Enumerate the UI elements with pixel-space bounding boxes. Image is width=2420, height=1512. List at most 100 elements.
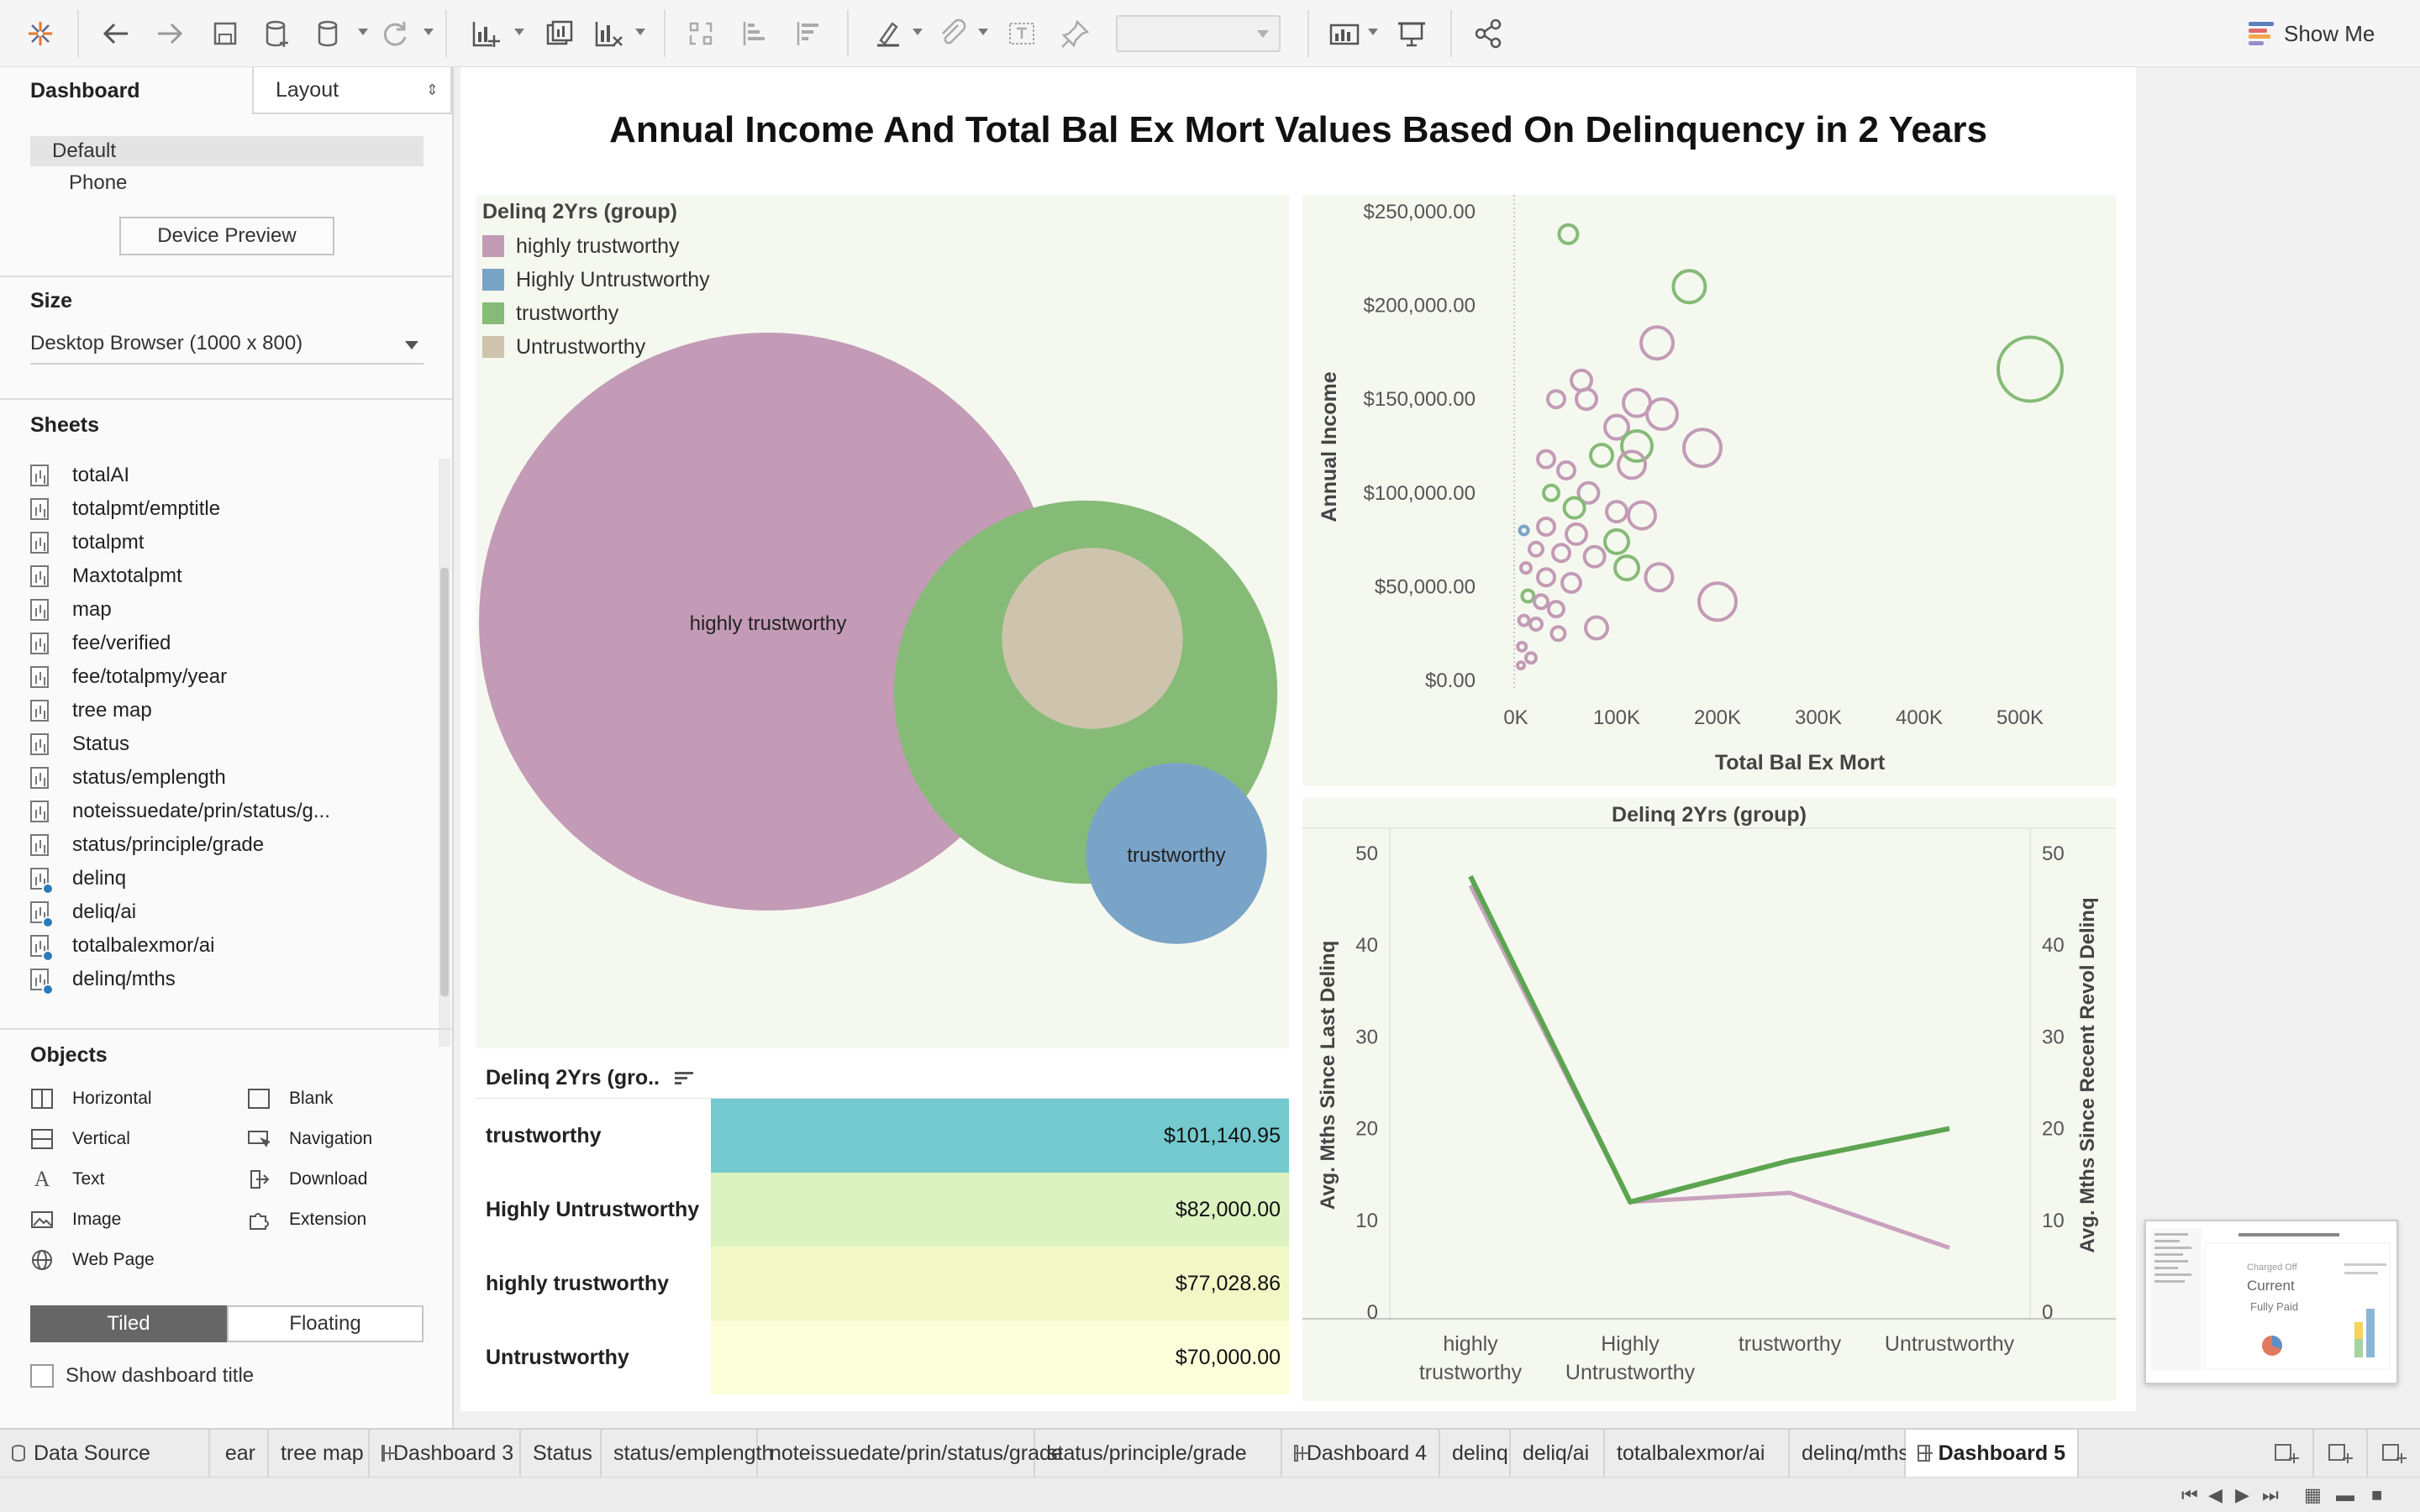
device-default[interactable]: Default — [30, 136, 424, 166]
scatter-point[interactable] — [1533, 593, 1549, 611]
scatter-point[interactable] — [1557, 223, 1580, 245]
scatter-point[interactable] — [1605, 500, 1628, 524]
highlight-table-pane[interactable]: Delinq 2Yrs (gro.. trustworthy $101,140.9… — [476, 1058, 1289, 1401]
sheet-item-map[interactable]: map — [30, 593, 434, 627]
bubble-chart-pane[interactable]: highly trustworthy trustworthy Delinq 2Yr… — [476, 195, 1289, 1048]
scatter-point[interactable] — [1613, 554, 1640, 582]
sheet-item-tree-map[interactable]: tree map — [30, 694, 434, 727]
scatter-point[interactable] — [1516, 640, 1528, 653]
sheet-list-scrollbar[interactable] — [439, 459, 450, 1047]
undo-icon[interactable] — [97, 13, 134, 54]
object-vertical[interactable]: Vertical — [30, 1124, 130, 1154]
sheet-item-totalbalexmor-ai[interactable]: totalbalexmor/ai — [30, 929, 434, 963]
scatter-point[interactable] — [1562, 496, 1586, 520]
scatter-point[interactable] — [1547, 600, 1565, 619]
sort-icon[interactable] — [674, 1071, 693, 1085]
scatter-point[interactable] — [1517, 613, 1531, 627]
size-select[interactable]: Desktop Browser (1000 x 800) — [30, 326, 424, 365]
sheet-tab-data-source[interactable]: Data Source — [0, 1430, 210, 1477]
new-story-icon[interactable] — [2368, 1430, 2420, 1477]
scatter-point[interactable] — [1518, 524, 1530, 537]
device-phone[interactable]: Phone — [69, 171, 128, 194]
object-download[interactable]: Download — [247, 1164, 367, 1194]
tab-dashboard[interactable]: Dashboard — [30, 78, 140, 102]
legend-item-highly-untrustworthy[interactable]: Highly Untrustworthy — [482, 263, 710, 297]
labels-icon[interactable] — [1003, 13, 1040, 54]
scatter-point[interactable] — [1549, 625, 1567, 643]
object-navigation[interactable]: Navigation — [247, 1124, 372, 1154]
table-cell-value[interactable]: $82,000.00 — [711, 1173, 1289, 1247]
table-row[interactable]: Untrustworthy $70,000.00 — [476, 1320, 1289, 1394]
scatter-point[interactable] — [1556, 460, 1576, 481]
tableau-logo-icon[interactable] — [22, 13, 59, 54]
table-cell-value[interactable]: $77,028.86 — [711, 1247, 1289, 1320]
scatter-point[interactable] — [1520, 588, 1536, 604]
sort-descending-icon[interactable] — [790, 13, 827, 54]
save-icon[interactable] — [207, 13, 244, 54]
object-web-page[interactable]: Web Page — [30, 1245, 155, 1275]
legend-item-highly-trustworthy[interactable]: highly trustworthy — [482, 229, 710, 263]
share-icon[interactable] — [1470, 13, 1507, 54]
scatter-point[interactable] — [1639, 325, 1675, 361]
scatter-chart[interactable]: $0.00 $50,000.00 $100,000.00 $150,000.00 $20… — [1302, 195, 2116, 786]
sheet-item-delinq-mths[interactable]: delinq/mths — [30, 963, 434, 996]
highlight-icon[interactable] — [869, 13, 906, 54]
scatter-point[interactable] — [1542, 483, 1560, 502]
table-cell-value[interactable]: $101,140.95 — [711, 1099, 1289, 1173]
sheet-item-status-emplength[interactable]: status/emplength — [30, 761, 434, 795]
sheet-item-status-principle-grade[interactable]: status/principle/grade — [30, 828, 434, 862]
sheet-item-delinq[interactable]: delinq — [30, 862, 434, 895]
sheet-tab-tree-map[interactable]: tree map — [269, 1430, 370, 1477]
new-data-source-icon[interactable] — [259, 13, 296, 54]
previous-page-icon[interactable]: ◀ — [2208, 1484, 2223, 1505]
line-chart-pane[interactable]: Delinq 2Yrs (group) 0 0 10 10 20 20 30 30 40 40 50 5… — [1302, 798, 2116, 1401]
scatter-point[interactable] — [1620, 429, 1654, 463]
object-blank[interactable]: Blank — [247, 1084, 334, 1114]
table-row[interactable]: Highly Untrustworthy $82,000.00 — [476, 1173, 1289, 1247]
sheet-tab-delinq[interactable]: delinq — [1440, 1430, 1511, 1477]
scatter-point[interactable] — [1682, 428, 1723, 469]
scatter-point[interactable] — [1627, 500, 1657, 531]
table-row[interactable]: highly trustworthy $77,028.86 — [476, 1247, 1289, 1320]
object-image[interactable]: Image — [30, 1205, 121, 1235]
sheet-item-deliq-ai[interactable]: deliq/ai — [30, 895, 434, 929]
sheet-tab-status[interactable]: Status — [521, 1430, 602, 1477]
scatter-point[interactable] — [1644, 562, 1675, 593]
sheet-tab-dashboard-5[interactable]: Dashboard 5 — [1906, 1430, 2079, 1477]
table-row[interactable]: trustworthy $101,140.95 — [476, 1099, 1289, 1173]
last-page-icon[interactable]: ⏭ — [2262, 1484, 2279, 1505]
scatter-point[interactable] — [1645, 397, 1679, 432]
tiled-button[interactable]: Tiled — [30, 1305, 227, 1342]
bubble-highly-untrustworthy[interactable] — [1086, 763, 1267, 944]
scatter-point[interactable] — [1582, 544, 1607, 569]
line-series-1[interactable] — [1468, 874, 1950, 1205]
sheet-tab-dashboard-4[interactable]: Dashboard 4 — [1282, 1430, 1440, 1477]
sheet-item-status[interactable]: Status — [30, 727, 434, 761]
group-icon[interactable] — [934, 13, 971, 54]
scatter-point[interactable] — [1996, 335, 2064, 403]
new-dashboard-icon[interactable] — [2314, 1430, 2368, 1477]
scatter-point[interactable] — [1536, 516, 1556, 537]
sheet-item-totalpmt-emptitle[interactable]: totalpmt/emptitle — [30, 492, 434, 526]
device-preview-button[interactable]: Device Preview — [119, 217, 334, 255]
presentation-icon[interactable] — [1393, 13, 1430, 54]
legend-item-untrustworthy[interactable]: Untrustworthy — [482, 330, 710, 364]
sheet-tab-dashboard-3[interactable]: Dashboard 3 — [370, 1430, 521, 1477]
sheet-item-fee-totalpmy-year[interactable]: fee/totalpmy/year — [30, 660, 434, 694]
new-worksheet-icon[interactable] — [467, 13, 504, 54]
sheet-tab-noteissuedate-prin-status-grade[interactable]: noteissuedate/prin/status/grade — [758, 1430, 1063, 1477]
scatter-point[interactable] — [1697, 581, 1738, 622]
filmstrip-icon[interactable]: ▬ — [2336, 1484, 2354, 1505]
scatter-point[interactable] — [1551, 543, 1571, 564]
scrollbar-thumb[interactable] — [440, 568, 449, 996]
scatter-point[interactable] — [1546, 389, 1566, 410]
sheet-item-totalpmt[interactable]: totalpmt — [30, 526, 434, 559]
scatter-point[interactable] — [1576, 480, 1601, 505]
scatter-point[interactable] — [1570, 368, 1593, 392]
sort-ascending-icon[interactable] — [736, 13, 773, 54]
fit-icon[interactable] — [1326, 13, 1363, 54]
sheet-sorter-icon[interactable]: ▦ — [2304, 1484, 2322, 1505]
refresh-icon[interactable] — [376, 13, 413, 54]
redo-icon[interactable] — [151, 13, 188, 54]
next-page-icon[interactable]: ▶ — [2235, 1484, 2249, 1505]
